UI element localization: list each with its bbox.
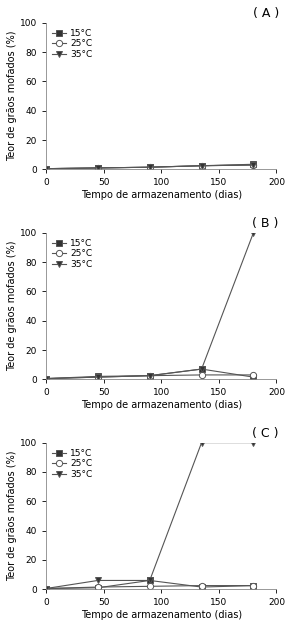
35°C xyxy=(44,375,48,382)
15°C xyxy=(200,162,203,169)
35°C xyxy=(148,577,152,584)
35°C xyxy=(96,373,100,381)
Legend: 15°C, 25°C, 35°C: 15°C, 25°C, 35°C xyxy=(51,237,94,270)
15°C xyxy=(200,583,203,591)
15°C xyxy=(252,582,255,589)
15°C xyxy=(252,373,255,381)
25°C xyxy=(200,162,203,169)
35°C xyxy=(252,229,255,236)
35°C xyxy=(96,577,100,584)
25°C xyxy=(96,583,100,591)
X-axis label: Tempo de armazenamento (dias): Tempo de armazenamento (dias) xyxy=(81,190,242,200)
Line: 35°C: 35°C xyxy=(43,162,257,172)
25°C xyxy=(252,161,255,169)
35°C xyxy=(44,165,48,172)
Line: 35°C: 35°C xyxy=(43,440,257,592)
15°C xyxy=(96,584,100,591)
Text: ( B ): ( B ) xyxy=(252,217,279,229)
Line: 25°C: 25°C xyxy=(43,162,257,172)
Line: 15°C: 15°C xyxy=(43,161,257,172)
15°C xyxy=(148,372,152,379)
25°C xyxy=(44,375,48,382)
25°C xyxy=(44,165,48,172)
Line: 15°C: 15°C xyxy=(43,577,257,592)
25°C xyxy=(252,582,255,589)
25°C xyxy=(200,371,203,379)
Text: ( C ): ( C ) xyxy=(252,427,279,440)
Y-axis label: Teor de grãos mofados (%): Teor de grãos mofados (%) xyxy=(7,451,17,581)
25°C xyxy=(252,371,255,379)
Text: ( A ): ( A ) xyxy=(253,7,279,20)
Line: 35°C: 35°C xyxy=(43,229,257,382)
35°C xyxy=(252,439,255,446)
Legend: 15°C, 25°C, 35°C: 15°C, 25°C, 35°C xyxy=(51,28,94,61)
35°C xyxy=(148,372,152,379)
Y-axis label: Teor de grãos mofados (%): Teor de grãos mofados (%) xyxy=(7,241,17,371)
25°C xyxy=(148,372,152,379)
25°C xyxy=(96,164,100,172)
25°C xyxy=(44,585,48,593)
15°C xyxy=(44,165,48,172)
35°C xyxy=(148,164,152,171)
35°C xyxy=(96,164,100,172)
35°C xyxy=(200,366,203,373)
15°C xyxy=(44,375,48,382)
15°C xyxy=(200,366,203,373)
35°C xyxy=(200,439,203,446)
25°C xyxy=(96,373,100,381)
X-axis label: Tempo de armazenamento (dias): Tempo de armazenamento (dias) xyxy=(81,400,242,410)
15°C xyxy=(44,585,48,593)
35°C xyxy=(252,161,255,169)
15°C xyxy=(252,161,255,168)
Legend: 15°C, 25°C, 35°C: 15°C, 25°C, 35°C xyxy=(51,447,94,480)
25°C xyxy=(200,582,203,589)
25°C xyxy=(148,164,152,171)
Y-axis label: Teor de grãos mofados (%): Teor de grãos mofados (%) xyxy=(7,31,17,161)
15°C xyxy=(148,164,152,171)
Line: 25°C: 25°C xyxy=(43,372,257,382)
X-axis label: Tempo de armazenamento (dias): Tempo de armazenamento (dias) xyxy=(81,610,242,620)
15°C xyxy=(148,577,152,584)
25°C xyxy=(148,582,152,590)
Line: 15°C: 15°C xyxy=(43,366,257,382)
35°C xyxy=(200,162,203,169)
15°C xyxy=(96,372,100,380)
35°C xyxy=(44,585,48,593)
Line: 25°C: 25°C xyxy=(43,582,257,592)
15°C xyxy=(96,164,100,172)
